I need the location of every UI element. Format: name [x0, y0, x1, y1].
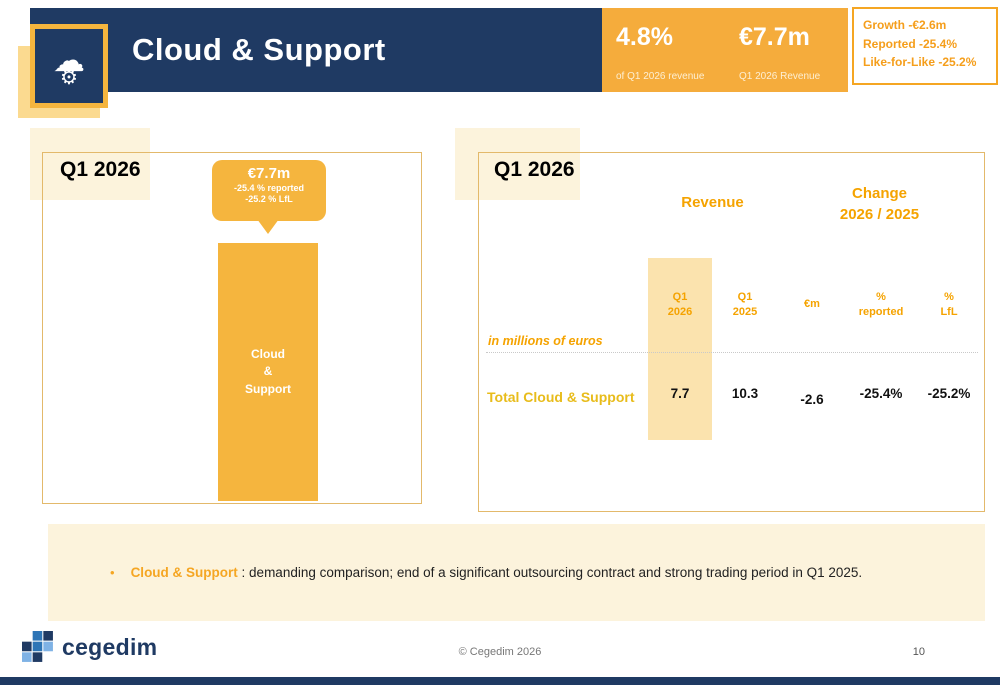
reported-line: Reported -25.4%: [863, 36, 958, 51]
chart-panel: [42, 152, 422, 504]
column-header-pct-lfl: % LfL: [940, 290, 958, 318]
kpi-percent-caption: of Q1 2026 revenue: [616, 71, 705, 82]
callout-value: €7.7m: [247, 165, 291, 182]
table-panel: [478, 152, 985, 512]
gear-icon: ⚙: [60, 67, 78, 89]
column-header-q1-2025: Q1 2025: [732, 290, 758, 318]
table-separator: [486, 352, 978, 353]
growth-summary-box: Growth -€2.6m Reported -25.4% Like-for-L…: [852, 7, 998, 85]
footer-logo: cegedim: [22, 631, 157, 663]
page-number: 10: [912, 646, 925, 658]
bullet-icon: •: [110, 565, 115, 580]
copyright: © Cegedim 2026: [458, 646, 542, 658]
cell-pct-lfl: -25.2%: [927, 386, 971, 401]
kpi-revenue: €7.7m Q1 2026 Revenue: [725, 8, 848, 92]
note-paragraph: Cloud & Support : demanding comparison; …: [131, 565, 863, 580]
cloud-support-emblem: ☁ ⚙: [30, 24, 108, 108]
revenue-group-header: Revenue: [681, 194, 744, 211]
bar-callout: €7.7m -25.4 % reported -25.2 % LfL: [212, 160, 326, 221]
q1-2026-column-highlight: [648, 258, 712, 440]
change-group-header: Change 2026 / 2025: [839, 185, 920, 223]
kpi-percent: 4.8% of Q1 2026 revenue: [602, 8, 725, 92]
cloud-icon: ☁: [53, 42, 85, 78]
kpi-revenue-caption: Q1 2026 Revenue: [739, 71, 821, 82]
kpi-block: 4.8% of Q1 2026 revenue €7.7m Q1 2026 Re…: [602, 8, 848, 92]
revenue-bar: Cloud & Support: [218, 243, 318, 501]
chart-title: Q1 2026: [60, 158, 141, 181]
page-title: Cloud & Support: [132, 32, 386, 67]
lfl-line: Like-for-Like -25.2%: [863, 55, 977, 70]
cegedim-logo-icon: [22, 631, 53, 662]
growth-line: Growth -€2.6m: [863, 18, 947, 32]
callout-lfl: -25.2 % LfL: [245, 194, 293, 204]
note-text: : demanding comparison; end of a signifi…: [237, 565, 863, 580]
column-header-eur-m: €m: [804, 298, 820, 311]
callout-pointer: [257, 219, 279, 234]
chart-title-highlight: [30, 128, 150, 200]
table-row-label: Total Cloud & Support: [487, 389, 635, 405]
cell-pct-reported: -25.4%: [859, 386, 903, 401]
cell-q1-2025: 10.3: [731, 386, 759, 401]
bottom-strip: [0, 677, 1000, 685]
cell-q1-2026: 7.7: [670, 386, 690, 401]
column-header-q1-2026: Q1 2026: [667, 290, 693, 318]
cell-eur-m: -2.6: [800, 392, 824, 407]
unit-note: in millions of euros: [488, 334, 603, 348]
header-bar: [30, 8, 602, 92]
note-box: • Cloud & Support : demanding comparison…: [48, 524, 985, 621]
table-title: Q1 2026: [494, 158, 575, 181]
callout-reported: -25.4 % reported: [233, 183, 305, 193]
table-title-highlight: [455, 128, 580, 200]
note-label: Cloud & Support: [130, 565, 238, 580]
column-header-pct-reported: % reported: [858, 290, 904, 318]
kpi-percent-value: 4.8%: [616, 23, 673, 51]
bar-label: Cloud & Support: [245, 346, 291, 396]
kpi-revenue-value: €7.7m: [739, 23, 810, 51]
logo-text: cegedim: [62, 633, 158, 660]
